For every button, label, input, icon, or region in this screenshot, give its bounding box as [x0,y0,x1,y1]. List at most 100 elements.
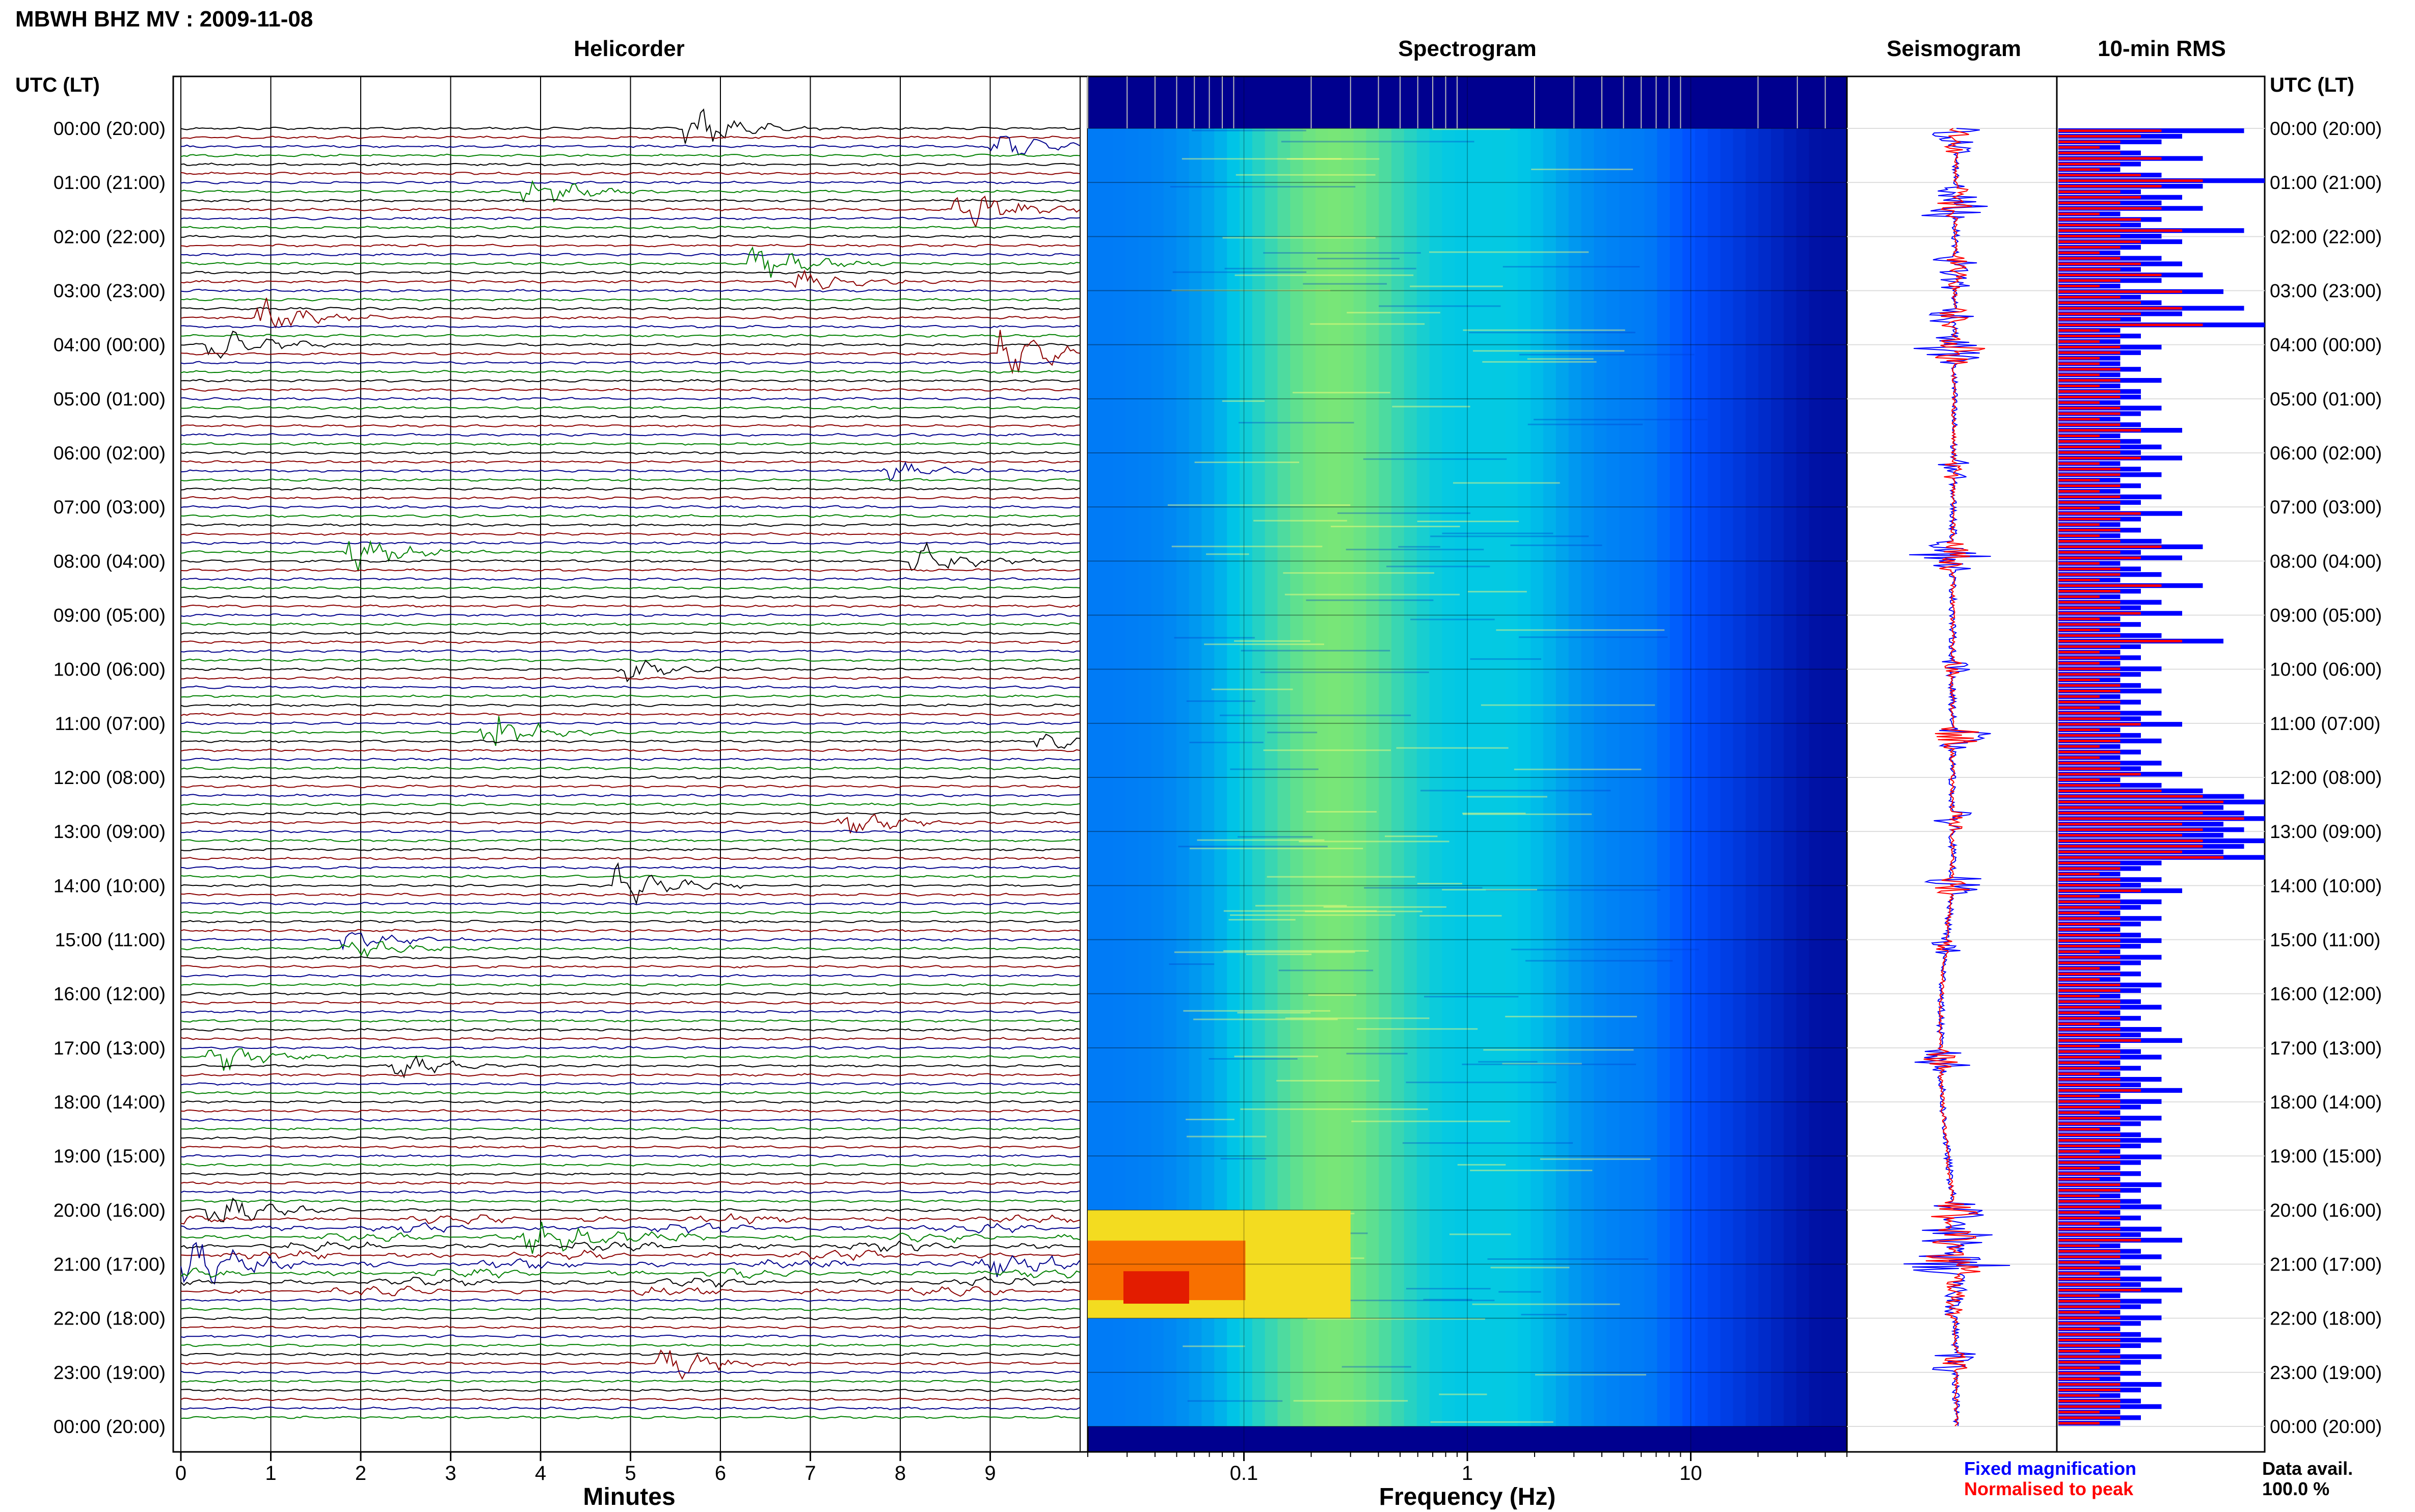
spectrogram-streak [1239,422,1354,424]
spectrogram-streak [1402,1142,1573,1144]
spectrogram-streak [1481,704,1655,706]
rms-bar-normalised [2058,1300,2121,1303]
helicorder-trace [180,812,1080,816]
seismogram-traces [1903,128,2010,1426]
helicorder-trace [180,1241,1080,1285]
helicorder-trace [180,1298,1080,1302]
spectrogram-streak [1285,1017,1430,1019]
rms-bar-normalised [2058,906,2121,909]
time-label-right: 13:00 (09:00) [2270,821,2382,842]
helicorder-trace [180,1334,1080,1338]
helicorder-trace [180,802,1080,806]
rms-bar-normalised [2058,562,2100,565]
rms-bar-normalised [2058,312,2141,315]
spectrogram-streak [1473,350,1625,352]
helicorder-trace [180,1048,1080,1071]
spectrogram-streak [1386,565,1490,568]
spectrogram-column [1758,128,1772,1426]
rms-bar-normalised [2058,750,2121,753]
spectrogram-column [1783,128,1797,1426]
rms-bar-normalised [2058,1394,2100,1397]
helicorder-trace [180,180,1080,184]
rms-bar-normalised [2058,934,2121,936]
helicorder-trace [180,397,1080,401]
rms-bar-normalised [2058,1094,2100,1097]
helicorder-trace [180,451,1080,455]
figure-title: MBWH BHZ MV : 2009-11-08 [15,7,313,32]
spectrogram-column [1568,128,1582,1426]
helicorder-trace [180,1181,1080,1185]
spectrogram-panel: 0.1 1 10 Frequency (Hz) [1087,75,1848,1510]
rms-bar-normalised [2058,595,2100,598]
spectrogram-streak [1337,512,1470,514]
spectrogram-streak [1357,1028,1478,1030]
helicorder-xtick-label: 3 [445,1462,456,1484]
spectrogram-streak [1197,839,1325,841]
spectrogram-column [1505,128,1519,1426]
helicorder-trace [180,748,1080,752]
spectrogram-streak [1172,271,1307,273]
rms-bar-normalised [2058,1283,2121,1286]
rms-bar-normalised [2058,690,2121,692]
time-label-left: 02:00 (22:00) [53,226,166,247]
rms-bar-normalised [2058,351,2121,354]
rms-bar-normalised [2058,1266,2121,1270]
rms-bar-normalised [2058,778,2100,781]
rms-bar-normalised [2058,590,2121,592]
rms-bar-normalised [2058,473,2121,476]
rms-bar-normalised [2058,551,2121,554]
helicorder-title: Helicorder [574,36,685,61]
helicorder-trace [180,198,1080,203]
helicorder-trace [180,1172,1080,1176]
spectrogram-streak [1228,919,1296,921]
rms-bar-normalised [2058,207,2162,210]
spectrogram-streak [1234,640,1310,642]
rms-bar-normalised [2058,956,2121,959]
rms-bar-normalised [2058,385,2100,387]
helicorder-trace [180,839,1080,843]
spectrogram-streak [1281,141,1474,143]
rms-bar-normalised [2058,1305,2121,1308]
spectrogram-streak [1253,520,1347,522]
rms-bar-normalised [2058,423,2121,426]
rms-bar-normalised [2058,850,2182,853]
time-label-right: 00:00 (20:00) [2270,118,2382,139]
rms-bar-normalised [2058,501,2121,504]
spectrogram-streak [1317,258,1400,260]
rms-bar-normalised [2058,812,2203,815]
time-label-right: 00:00 (20:00) [2270,1416,2382,1437]
helicorder-trace [180,1100,1080,1104]
spectrogram-streak [1351,1120,1511,1122]
spectrogram-streak [1224,267,1416,269]
rms-bar-normalised [2058,235,2121,237]
helicorder-trace [180,1222,1080,1234]
helicorder-trace [180,195,1080,228]
spectrogram-streak [1419,915,1502,917]
rms-bar-normalised [2058,634,2121,637]
rms-bar-normalised [2058,740,2121,742]
rms-bar-normalised [2058,1194,2100,1197]
helicorder-trace [180,288,1080,293]
rms-bar-normalised [2058,251,2100,254]
helicorder-trace [180,1127,1080,1131]
helicorder-trace [180,1222,1080,1254]
helicorder-xtick-label: 1 [265,1462,276,1484]
rms-bar-normalised [2058,218,2141,221]
spectrogram-streak [1222,400,1265,402]
rms-bar-normalised [2058,1011,2100,1014]
helicorder-trace [180,703,1080,708]
rms-bar-normalised [2058,1072,2100,1075]
time-label-left: 22:00 (18:00) [53,1308,166,1329]
rms-bar-normalised [2058,884,2121,886]
rms-bar-normalised [2058,1183,2121,1186]
spectrogram-column [1746,128,1759,1426]
helicorder-trace [180,992,1080,996]
helicorder-trace [180,1325,1080,1330]
spectrogram-column [1480,128,1493,1426]
rms-bar-normalised [2058,756,2100,759]
rms-bar-normalised [2058,762,2121,765]
rms-bar-normalised [2058,1050,2121,1053]
spectrogram-xtick-label: 10 [1679,1462,1702,1484]
helicorder-trace [180,298,1080,302]
spectrogram-streak [1255,905,1347,907]
